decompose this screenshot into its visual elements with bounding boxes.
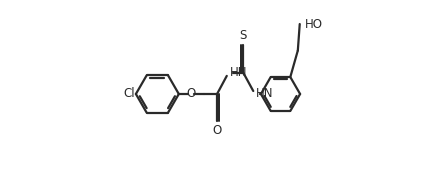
- Text: O: O: [212, 124, 221, 137]
- Text: HN: HN: [230, 66, 248, 79]
- Text: HO: HO: [304, 17, 322, 30]
- Text: S: S: [239, 30, 247, 42]
- Text: Cl: Cl: [123, 87, 135, 101]
- Text: HN: HN: [256, 87, 274, 101]
- Text: O: O: [186, 87, 196, 101]
